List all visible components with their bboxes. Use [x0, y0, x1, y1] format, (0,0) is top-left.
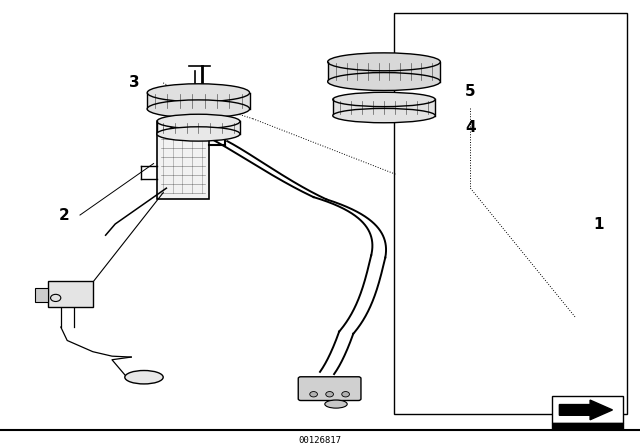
FancyBboxPatch shape [298, 377, 361, 401]
Ellipse shape [157, 114, 240, 129]
FancyBboxPatch shape [48, 281, 93, 307]
Polygon shape [157, 121, 240, 134]
Circle shape [326, 392, 333, 397]
Polygon shape [147, 93, 250, 109]
Ellipse shape [328, 73, 440, 90]
Text: 5: 5 [465, 84, 476, 99]
Text: 4: 4 [465, 120, 476, 135]
Text: 00126817: 00126817 [298, 436, 342, 445]
Ellipse shape [333, 108, 435, 123]
Bar [552, 423, 623, 429]
FancyBboxPatch shape [157, 123, 209, 199]
Ellipse shape [125, 370, 163, 384]
Polygon shape [333, 99, 435, 116]
Circle shape [342, 392, 349, 397]
Bar [35, 288, 48, 302]
Bar [552, 396, 623, 423]
Ellipse shape [325, 400, 348, 408]
Text: 1: 1 [593, 216, 604, 232]
Ellipse shape [333, 92, 435, 107]
Ellipse shape [147, 100, 250, 118]
Circle shape [310, 392, 317, 397]
Bar [394, 13, 627, 414]
Ellipse shape [157, 127, 240, 141]
Text: 3: 3 [129, 75, 140, 90]
Polygon shape [559, 400, 612, 420]
Text: 2: 2 [59, 207, 69, 223]
Ellipse shape [328, 53, 440, 71]
Ellipse shape [147, 84, 250, 102]
Polygon shape [328, 62, 440, 82]
